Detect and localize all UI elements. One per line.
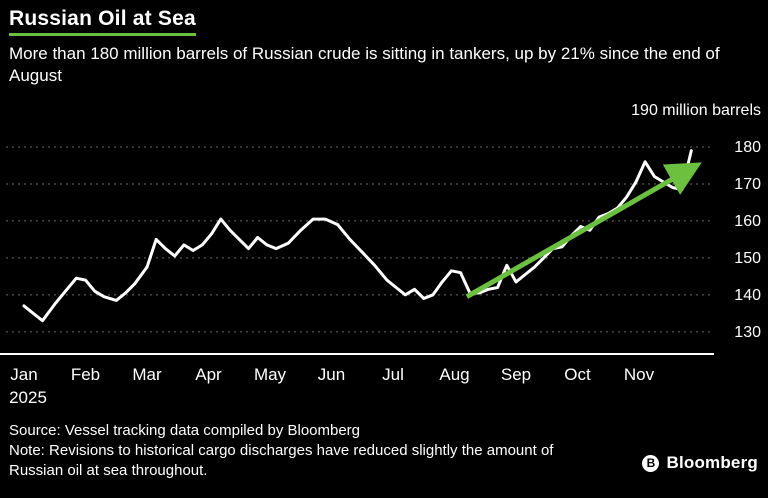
bloomberg-wordmark: Bloomberg xyxy=(666,453,758,473)
x-tick-label-aug: Aug xyxy=(439,365,469,384)
x-tick-label-nov: Nov xyxy=(624,365,655,384)
y-tick-label-150: 150 xyxy=(734,249,761,266)
x-tick-label-mar: Mar xyxy=(132,365,162,384)
data-series-line xyxy=(22,148,693,322)
trend-arrow-annotation xyxy=(465,161,702,299)
x-tick-label-jan: Jan xyxy=(10,365,37,384)
x-tick-label-jul: Jul xyxy=(382,365,404,384)
x-tick-label-apr: Apr xyxy=(195,365,222,384)
x-tick-label-feb: Feb xyxy=(71,365,100,384)
x-tick-label-sep: Sep xyxy=(501,365,531,384)
chart-header: Russian Oil at Sea More than 180 million… xyxy=(0,0,768,87)
y-tick-label-170: 170 xyxy=(734,175,761,192)
bloomberg-logo: B Bloomberg xyxy=(642,452,758,474)
y-axis-unit-label: 190 million barrels xyxy=(631,102,761,119)
x-tick-label-jun: Jun xyxy=(318,365,345,384)
chart-subtitle: More than 180 million barrels of Russian… xyxy=(9,44,720,85)
y-tick-label-130: 130 xyxy=(734,323,761,340)
x-tick-label-oct: Oct xyxy=(564,365,591,384)
y-tick-label-140: 140 xyxy=(734,286,761,303)
y-tick-label-160: 160 xyxy=(734,212,761,229)
x-tick-label-may: May xyxy=(254,365,287,384)
y-tick-label-180: 180 xyxy=(734,138,761,155)
chart-title: Russian Oil at Sea xyxy=(9,7,196,36)
chart-area: 130 140 150 160 170 180 190 million barrels Jan… xyxy=(0,89,768,419)
bloomberg-circle-icon: B xyxy=(642,455,660,473)
x-axis-year-label: 2025 xyxy=(9,388,47,407)
line-chart: 130 140 150 160 170 180 190 million barrels Jan… xyxy=(0,102,761,407)
source-text: Source: Vessel tracking data compiled by… xyxy=(9,421,361,439)
chart-footer: Source: Vessel tracking data compiled by… xyxy=(0,419,768,481)
note-text: Note: Revisions to historical cargo disc… xyxy=(9,442,554,480)
